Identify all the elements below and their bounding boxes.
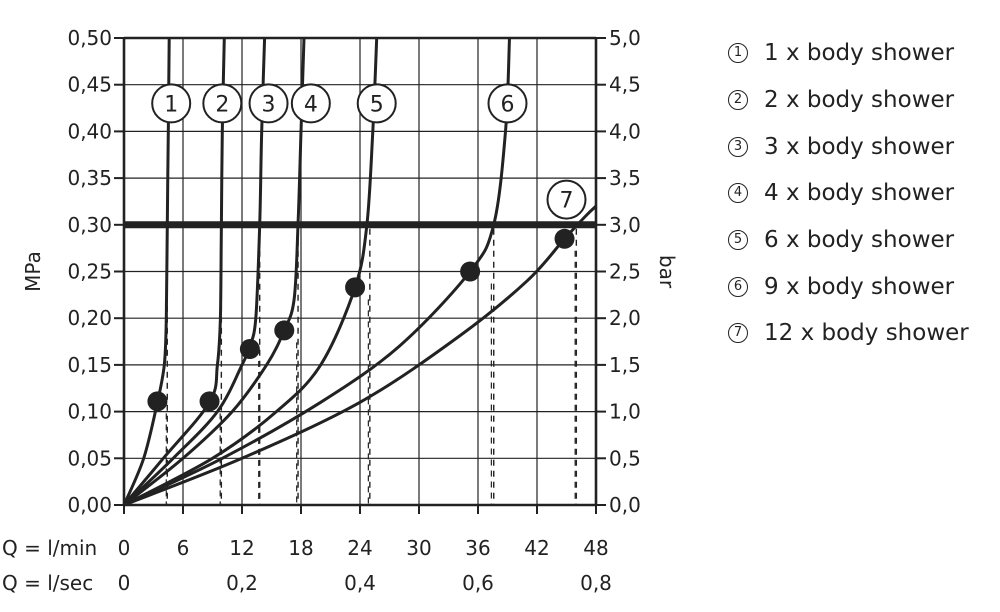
series-marker-1 bbox=[147, 391, 168, 412]
y-tick-label-right: 1,0 bbox=[609, 400, 641, 424]
y-tick-label-left: 0,30 bbox=[67, 213, 112, 237]
x-tick-label-sec: 0,2 bbox=[226, 571, 258, 595]
legend-number: 2 bbox=[728, 90, 748, 111]
series-line-2 bbox=[122, 37, 226, 506]
x-tick-label-sec: 0 bbox=[118, 571, 131, 595]
y-axis-title-left: MPa bbox=[21, 251, 45, 292]
curve-label-3: 3 bbox=[262, 92, 276, 117]
curve-label-circle-1 bbox=[151, 83, 192, 124]
y-tick-label-right: 4,0 bbox=[609, 119, 641, 143]
legend-number: 6 bbox=[728, 276, 748, 297]
y-tick-label-left: 0,05 bbox=[67, 446, 112, 470]
curve-label-4: 4 bbox=[304, 92, 318, 117]
legend-label: 4 x body shower bbox=[764, 180, 955, 207]
legend-label: 12 x body shower bbox=[764, 320, 969, 347]
legend-item: 5 6 x body shower bbox=[728, 217, 969, 264]
curve-label-7: 7 bbox=[560, 189, 574, 214]
y-tick-label-left: 0,10 bbox=[67, 400, 112, 424]
x-tick-label: 24 bbox=[347, 536, 372, 560]
x-tick-label-sec: 0,6 bbox=[462, 571, 494, 595]
legend-label: 2 x body shower bbox=[764, 87, 955, 114]
y-tick-label-left: 0,45 bbox=[67, 73, 112, 97]
y-tick-label-left: 0,15 bbox=[67, 353, 112, 377]
y-tick-label-left: 0,00 bbox=[67, 493, 112, 517]
legend-item: 6 9 x body shower bbox=[728, 263, 969, 310]
x-tick-label: 6 bbox=[177, 536, 190, 560]
legend: 1 1 x body shower 2 2 x body shower 3 3 x bod… bbox=[728, 30, 969, 357]
legend-item: 2 2 x body shower bbox=[728, 77, 969, 124]
legend-item: 1 1 x body shower bbox=[728, 30, 969, 77]
curve-label-circle-4 bbox=[290, 83, 331, 124]
y-tick-label-right: 2,0 bbox=[609, 306, 641, 330]
y-tick-label-right: 3,5 bbox=[609, 166, 641, 190]
x-tick-label-sec: 0,8 bbox=[580, 571, 612, 595]
curve-label-1: 1 bbox=[164, 92, 178, 117]
x-tick-label: 36 bbox=[465, 536, 490, 560]
x-tick-label: 30 bbox=[406, 536, 431, 560]
legend-label: 6 x body shower bbox=[764, 227, 955, 254]
curve-label-2: 2 bbox=[215, 92, 229, 117]
curve-label-circle-5 bbox=[356, 83, 397, 124]
legend-number: 4 bbox=[728, 183, 748, 204]
series-line-7 bbox=[123, 205, 598, 507]
legend-label: 9 x body shower bbox=[764, 273, 955, 300]
curve-label-circle-3 bbox=[248, 83, 289, 124]
x-tick-label: 18 bbox=[288, 536, 313, 560]
series-marker-4 bbox=[274, 320, 295, 341]
y-axis-title-right: bar bbox=[655, 255, 679, 289]
legend-number: 5 bbox=[728, 230, 748, 251]
x-tick-label-sec: 0,4 bbox=[344, 571, 376, 595]
series-marker-5 bbox=[345, 277, 366, 298]
series-line-5 bbox=[123, 37, 379, 507]
x-axis-title-lmin: Q = l/min bbox=[2, 536, 97, 560]
series-line-1 bbox=[122, 37, 171, 506]
legend-item: 4 4 x body shower bbox=[728, 170, 969, 217]
y-tick-label-left: 0,25 bbox=[67, 260, 112, 284]
curve-label-circle-6 bbox=[487, 83, 528, 124]
legend-number: 7 bbox=[728, 323, 748, 344]
x-tick-label: 42 bbox=[524, 536, 549, 560]
legend-item: 7 12 x body shower bbox=[728, 310, 969, 357]
series-marker-2 bbox=[199, 391, 220, 412]
y-tick-label-right: 5,0 bbox=[609, 26, 641, 50]
x-axis-title-lsec: Q = l/sec bbox=[2, 571, 93, 595]
y-tick-label-right: 3,0 bbox=[609, 213, 641, 237]
y-tick-label-left: 0,50 bbox=[67, 26, 112, 50]
series-line-6 bbox=[123, 37, 511, 507]
series-marker-7 bbox=[554, 228, 575, 249]
curve-label-6: 6 bbox=[501, 92, 515, 117]
x-tick-label: 48 bbox=[583, 536, 608, 560]
y-tick-label-right: 1,5 bbox=[609, 353, 641, 377]
curve-label-5: 5 bbox=[370, 92, 384, 117]
legend-number: 1 bbox=[728, 43, 748, 64]
series-marker-3 bbox=[239, 339, 260, 360]
y-tick-label-left: 0,20 bbox=[67, 306, 112, 330]
curve-label-circle-2 bbox=[202, 83, 243, 124]
y-tick-label-left: 0,40 bbox=[67, 119, 112, 143]
x-tick-label: 12 bbox=[229, 536, 254, 560]
legend-item: 3 3 x body shower bbox=[728, 123, 969, 170]
legend-label: 3 x body shower bbox=[764, 133, 955, 160]
curve-label-circle-7 bbox=[546, 179, 587, 220]
x-tick-label: 0 bbox=[118, 536, 131, 560]
series-marker-6 bbox=[460, 261, 481, 282]
y-tick-label-right: 2,5 bbox=[609, 260, 641, 284]
y-tick-label-right: 4,5 bbox=[609, 73, 641, 97]
y-tick-label-right: 0,5 bbox=[609, 446, 641, 470]
y-tick-label-left: 0,35 bbox=[67, 166, 112, 190]
y-tick-label-right: 0,0 bbox=[609, 493, 641, 517]
legend-label: 1 x body shower bbox=[764, 40, 955, 67]
legend-number: 3 bbox=[728, 136, 748, 157]
